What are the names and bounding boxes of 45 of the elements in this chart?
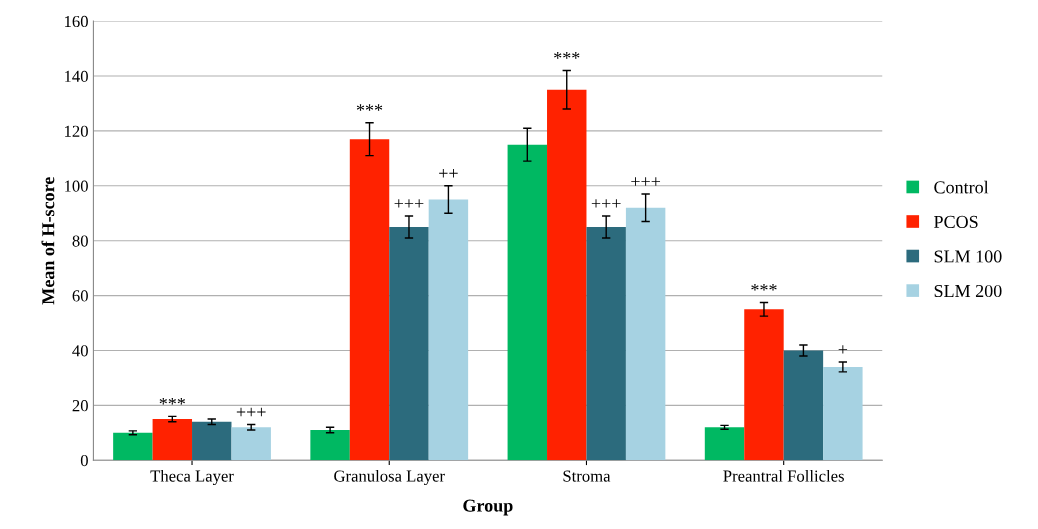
y-tick-label: 160: [65, 15, 88, 28]
bar: [389, 226, 429, 461]
bar: [744, 309, 784, 461]
bar: [428, 199, 469, 461]
y-tick-label: 60: [72, 290, 88, 302]
bar: [704, 427, 745, 461]
bar: [310, 430, 350, 461]
y-tick-label: 40: [72, 345, 88, 357]
x-tick-label: Preantral Follicles: [723, 469, 844, 482]
data-label: ***: [554, 52, 580, 59]
data-label: ***: [159, 397, 185, 405]
data-label: +++: [591, 199, 621, 208]
bar: [113, 432, 153, 461]
y-tick-label: 100: [65, 180, 88, 192]
data-label: +: [838, 345, 848, 354]
bar: [586, 226, 626, 461]
bar: [547, 89, 587, 461]
y-tick-label: 80: [72, 235, 88, 247]
x-tick-label: Stroma: [563, 470, 611, 482]
y-axis-title: Mean of H-score: [41, 177, 55, 305]
y-tick-label: 120: [65, 125, 88, 137]
y-tick-label: 140: [65, 70, 88, 82]
bar: [349, 139, 390, 461]
legend-label: SLM 100: [934, 250, 1002, 263]
bar: [192, 421, 232, 461]
data-label: +++: [394, 199, 424, 208]
bar: [507, 144, 548, 461]
bar: [231, 427, 271, 461]
y-tick-label: 20: [72, 400, 88, 412]
bar: [783, 350, 824, 461]
legend-label: SLM 200: [934, 284, 1002, 298]
bar: [823, 366, 863, 461]
bar: [152, 419, 193, 461]
bar: [625, 207, 666, 461]
data-label: ++: [439, 168, 458, 178]
data-label: ***: [356, 104, 383, 111]
data-label: +++: [631, 177, 661, 186]
data-label: ***: [751, 283, 777, 291]
data-label: +++: [236, 407, 266, 417]
legend-label: Control: [934, 180, 989, 194]
legend-label: PCOS: [934, 215, 978, 228]
x-tick-label: Granulosa Layer: [334, 469, 445, 486]
x-axis-title: Group: [463, 499, 513, 516]
y-tick-label: 0: [80, 454, 88, 467]
x-tick-label: Theca Layer: [150, 469, 234, 486]
